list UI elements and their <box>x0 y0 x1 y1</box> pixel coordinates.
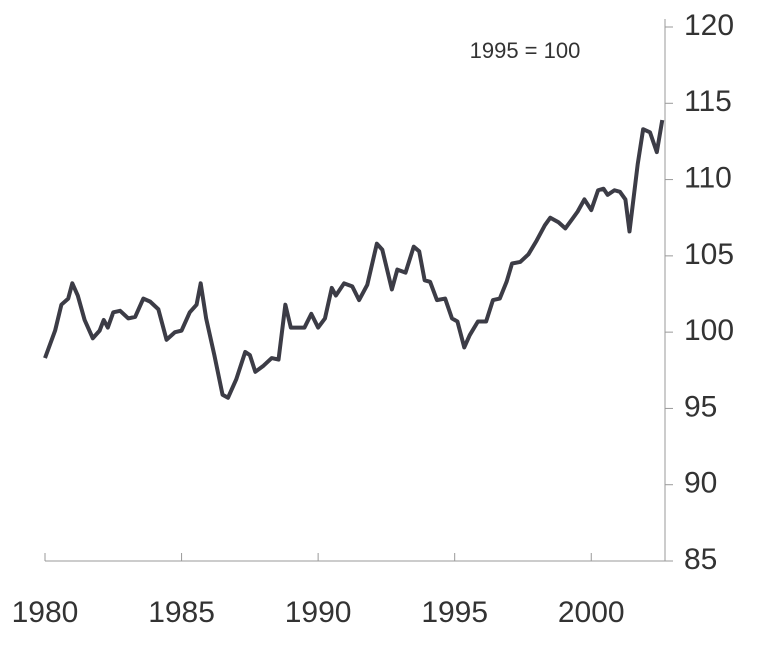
y-tick-label: 110 <box>684 161 732 194</box>
x-tick-label: 1985 <box>148 596 215 629</box>
annotation: 1995 = 100 <box>470 38 581 63</box>
y-tick-label: 105 <box>684 238 734 271</box>
x-tick-label: 1980 <box>12 596 79 629</box>
y-tick-label: 120 <box>684 9 734 42</box>
y-tick-label: 95 <box>684 390 717 423</box>
x-tick-label: 2000 <box>558 596 625 629</box>
y-tick-label: 90 <box>684 467 717 500</box>
y-tick-label: 85 <box>684 543 717 576</box>
y-tick-label: 115 <box>684 85 732 118</box>
x-tick-label: 1995 <box>421 596 488 629</box>
data-line <box>43 119 665 400</box>
x-tick-label: 1990 <box>285 596 352 629</box>
y-tick-label: 100 <box>684 314 734 347</box>
